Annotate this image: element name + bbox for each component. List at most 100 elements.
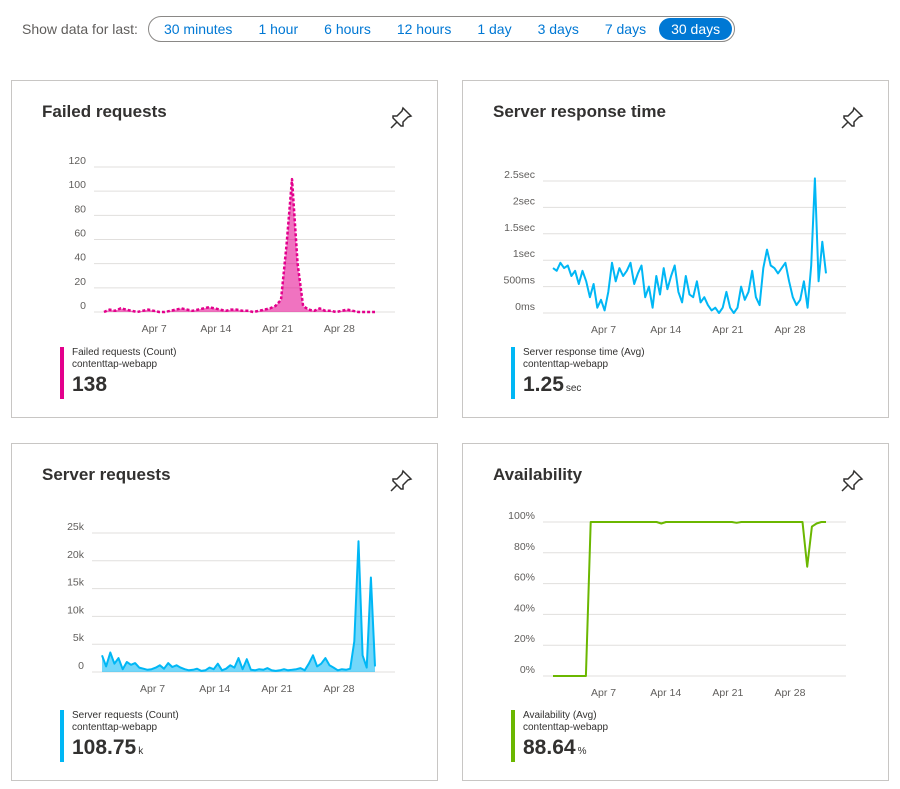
x-tick-label: Apr 14 bbox=[650, 324, 681, 336]
legend-value: 88.64% bbox=[523, 735, 608, 765]
chart-legend: Failed requests (Count) contenttap-webap… bbox=[60, 347, 177, 399]
y-tick-label: 40% bbox=[514, 602, 535, 614]
x-tick-label: Apr 28 bbox=[323, 683, 354, 695]
y-tick-label: 2.5sec bbox=[504, 169, 535, 181]
y-tick-label: 1sec bbox=[513, 248, 535, 260]
tile-title: Availability bbox=[493, 465, 583, 484]
y-tick-label: 60 bbox=[74, 228, 86, 240]
failed-requests-tile[interactable]: Failed requests 0 20 40 60 80 100 120 Apr 7 Apr … bbox=[11, 80, 438, 418]
time-range-bar: Show data for last: 30 minutes 1 hour 6 … bbox=[22, 14, 736, 44]
chart-legend: Availability (Avg) contenttap-webapp 88.… bbox=[511, 710, 608, 762]
x-tick-label: Apr 21 bbox=[262, 323, 293, 335]
y-tick-label: 0 bbox=[80, 300, 86, 312]
legend-resource-name: contenttap-webapp bbox=[72, 359, 158, 370]
availability-tile[interactable]: Availability 0% 20% 40% 60% 80% 100% Apr 7 Apr … bbox=[462, 443, 889, 781]
legend-metric-name: Failed requests (Count) bbox=[72, 347, 177, 358]
series-line bbox=[552, 177, 827, 314]
x-tick-label: Apr 7 bbox=[591, 687, 616, 699]
time-option-3-days[interactable]: 3 days bbox=[537, 21, 579, 37]
y-tick-label: 1.5sec bbox=[504, 222, 535, 234]
legend-value-unit: sec bbox=[565, 383, 582, 394]
x-tick-label: Apr 7 bbox=[591, 324, 616, 336]
x-tick-label: Apr 14 bbox=[199, 683, 230, 695]
series-line bbox=[553, 521, 826, 677]
y-tick-label: 100 bbox=[68, 179, 86, 191]
legend-resource-name: contenttap-webapp bbox=[72, 722, 158, 733]
legend-value-number: 108.75 bbox=[72, 736, 137, 759]
x-tick-label: Apr 21 bbox=[712, 687, 743, 699]
x-tick-label: Apr 7 bbox=[142, 323, 167, 335]
tile-title: Server response time bbox=[493, 102, 666, 121]
legend-value: 108.75 k bbox=[72, 735, 179, 765]
y-tick-label: 60% bbox=[514, 572, 535, 584]
legend-value: 1.25 sec bbox=[523, 372, 645, 402]
series-line bbox=[101, 540, 376, 672]
legend-metric-name: Server response time (Avg) bbox=[523, 347, 645, 358]
legend-value-unit: k bbox=[138, 746, 144, 757]
y-tick-label: 80% bbox=[514, 541, 535, 553]
y-tick-label: 2sec bbox=[513, 195, 535, 207]
x-tick-label: Apr 28 bbox=[774, 324, 805, 336]
tile-title: Server requests bbox=[42, 465, 171, 484]
pin-icon[interactable] bbox=[389, 106, 413, 130]
legend-value: 138 bbox=[72, 372, 177, 402]
y-tick-label: 0% bbox=[520, 664, 535, 676]
availability-chart: 0% 20% 40% 60% 80% 100% Apr 7 Apr 14 Apr 21 Apr 2… bbox=[508, 510, 846, 699]
legend-resource-name: contenttap-webapp bbox=[523, 359, 609, 370]
time-option-30-minutes[interactable]: 30 minutes bbox=[163, 21, 233, 37]
y-tick-label: 40 bbox=[74, 252, 86, 264]
time-range-options: 30 minutes 1 hour 6 hours 12 hours 1 day… bbox=[147, 16, 736, 42]
time-option-12-hours[interactable]: 12 hours bbox=[396, 21, 452, 37]
tile-title: Failed requests bbox=[42, 102, 167, 121]
legend-color-bar bbox=[511, 710, 515, 762]
pin-icon[interactable] bbox=[840, 469, 864, 493]
y-tick-label: 20% bbox=[514, 633, 535, 645]
x-tick-label: Apr 21 bbox=[261, 683, 292, 695]
server-response-time-tile[interactable]: Server response time 0ms 500ms 1sec 1.5sec 2… bbox=[462, 80, 889, 418]
server-response-time-chart: 0ms 500ms 1sec 1.5sec 2sec 2.5sec Apr 7 Apr 14 A… bbox=[503, 169, 846, 336]
time-option-1-day[interactable]: 1 day bbox=[477, 21, 512, 37]
y-tick-label: 15k bbox=[67, 577, 85, 589]
x-tick-label: Apr 28 bbox=[774, 687, 805, 699]
x-tick-label: Apr 14 bbox=[650, 687, 681, 699]
time-option-30-days[interactable]: 30 days bbox=[659, 18, 733, 40]
failed-requests-chart: 0 20 40 60 80 100 120 Apr 7 Apr 14 Apr 21 Apr 28 bbox=[68, 155, 395, 335]
server-requests-chart: 0 5k 10k 15k 20k 25k Apr 7 Apr 14 Apr 21 Apr 28 bbox=[67, 521, 395, 695]
legend-value-unit: % bbox=[577, 746, 587, 757]
legend-color-bar bbox=[511, 347, 515, 399]
server-requests-tile[interactable]: Server requests 0 5k 10k 15k 20k 25k Apr 7 Apr … bbox=[11, 443, 438, 781]
legend-resource-name: contenttap-webapp bbox=[523, 722, 609, 733]
legend-color-bar bbox=[60, 347, 64, 399]
series-area bbox=[104, 179, 375, 312]
x-tick-label: Apr 28 bbox=[324, 323, 355, 335]
y-tick-label: 5k bbox=[73, 632, 85, 644]
x-tick-label: Apr 7 bbox=[140, 683, 165, 695]
y-tick-label: 0ms bbox=[515, 301, 535, 313]
x-tick-label: Apr 14 bbox=[200, 323, 231, 335]
y-tick-label: 120 bbox=[68, 155, 86, 167]
y-tick-label: 20 bbox=[74, 276, 86, 288]
y-tick-label: 100% bbox=[508, 510, 535, 522]
series-line bbox=[103, 177, 375, 314]
y-tick-label: 25k bbox=[67, 521, 85, 533]
legend-color-bar bbox=[60, 710, 64, 762]
legend-value-number: 1.25 bbox=[523, 373, 564, 396]
chart-legend: Server requests (Count) contenttap-webap… bbox=[60, 710, 179, 762]
y-tick-label: 500ms bbox=[503, 275, 535, 287]
time-option-1-hour[interactable]: 1 hour bbox=[258, 21, 299, 37]
legend-metric-name: Server requests (Count) bbox=[72, 710, 179, 721]
legend-value-number: 88.64 bbox=[523, 736, 576, 759]
pin-icon[interactable] bbox=[389, 469, 413, 493]
pin-icon[interactable] bbox=[840, 106, 864, 130]
y-tick-label: 0 bbox=[78, 660, 84, 672]
y-tick-label: 10k bbox=[67, 604, 85, 616]
time-range-label: Show data for last: bbox=[22, 21, 138, 37]
legend-value-number: 138 bbox=[72, 373, 108, 396]
y-tick-label: 20k bbox=[67, 549, 85, 561]
x-tick-label: Apr 21 bbox=[712, 324, 743, 336]
chart-legend: Server response time (Avg) contenttap-we… bbox=[511, 347, 645, 399]
time-option-6-hours[interactable]: 6 hours bbox=[324, 21, 371, 37]
time-option-7-days[interactable]: 7 days bbox=[604, 21, 647, 37]
legend-metric-name: Availability (Avg) bbox=[523, 710, 597, 721]
y-tick-label: 80 bbox=[74, 203, 86, 215]
